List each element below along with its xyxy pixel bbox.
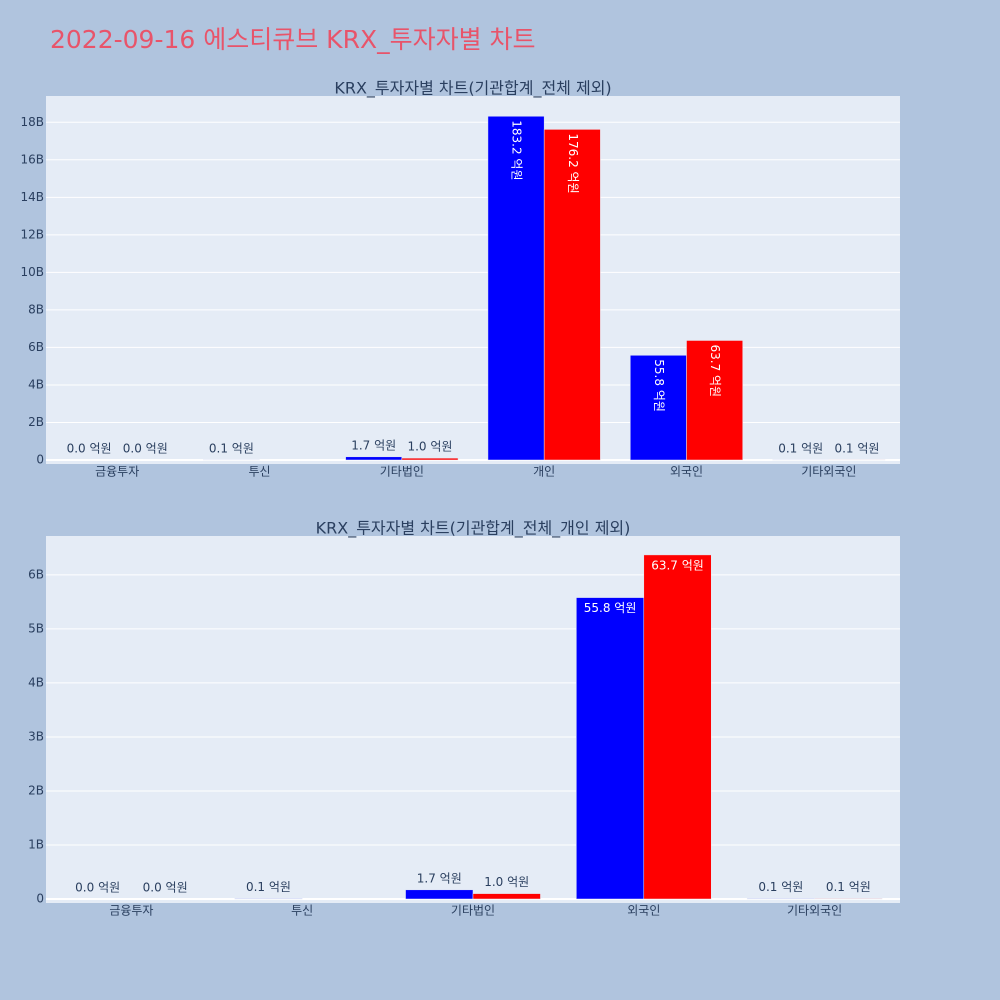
bar <box>643 554 712 900</box>
y-tick-label: 16B <box>20 152 44 166</box>
x-tick-label: 기타외국인 <box>787 904 842 918</box>
y-tick-label: 14B <box>20 190 44 204</box>
bar <box>234 898 303 900</box>
y-tick-label: 2B <box>28 783 44 797</box>
x-tick-label: 개인 <box>533 465 555 479</box>
page-title: 2022-09-16 에스티큐브 KRX_투자자별 차트 <box>50 25 536 54</box>
y-tick-label: 8B <box>28 302 44 316</box>
x-tick-label: 기타외국인 <box>801 465 856 479</box>
value-label: 55.8 억원 <box>584 601 637 615</box>
value-label: 0.0 억원 <box>123 442 168 456</box>
value-label: 1.7 억원 <box>351 438 396 452</box>
value-label: 183.2 억원 <box>510 120 524 180</box>
value-label: 0.0 억원 <box>75 881 120 895</box>
value-label: 0.1 억원 <box>758 880 803 894</box>
y-tick-label: 6B <box>28 567 44 581</box>
value-label: 0.0 억원 <box>67 442 112 456</box>
x-tick-label: 금융투자 <box>109 904 153 918</box>
y-tick-label: 0 <box>36 892 44 906</box>
y-tick-label: 18B <box>20 115 44 129</box>
value-label: 1.7 억원 <box>417 871 462 885</box>
bar <box>472 893 541 900</box>
value-label: 0.1 억원 <box>209 441 254 455</box>
x-tick-label: 외국인 <box>670 465 703 479</box>
value-label: 176.2 억원 <box>566 133 580 193</box>
x-tick-label: 외국인 <box>627 904 660 918</box>
value-label: 63.7 억원 <box>708 344 722 397</box>
x-tick-label: 기타법인 <box>380 465 424 479</box>
value-label: 55.8 억원 <box>652 359 666 412</box>
y-tick-label: 10B <box>20 265 44 279</box>
y-tick-label: 3B <box>28 729 44 743</box>
y-tick-label: 4B <box>28 675 44 689</box>
value-label: 0.1 억원 <box>826 880 871 894</box>
value-label: 0.1 억원 <box>778 441 823 455</box>
bar <box>487 116 545 461</box>
bar <box>746 898 815 900</box>
x-tick-label: 투신 <box>248 465 270 479</box>
y-tick-label: 0 <box>36 453 44 467</box>
bar <box>543 129 601 461</box>
plot-area <box>46 96 900 464</box>
bar <box>814 898 883 900</box>
bar <box>576 597 645 900</box>
value-label: 0.1 억원 <box>834 441 879 455</box>
chart-title: KRX_투자자별 차트(기관합계_전체_개인 제외) <box>316 519 631 539</box>
value-label: 63.7 억원 <box>651 558 704 572</box>
y-tick-label: 5B <box>28 621 44 635</box>
x-tick-label: 투신 <box>291 904 313 918</box>
x-tick-label: 기타법인 <box>451 904 495 918</box>
value-label: 0.0 억원 <box>143 881 188 895</box>
y-tick-label: 12B <box>20 227 44 241</box>
bar <box>401 457 459 461</box>
chart-title: KRX_투자자별 차트(기관합계_전체 제외) <box>334 79 611 99</box>
x-tick-label: 금융투자 <box>95 465 139 479</box>
y-tick-label: 6B <box>28 340 44 354</box>
value-label: 0.1 억원 <box>246 880 291 894</box>
y-tick-label: 1B <box>28 837 44 851</box>
y-tick-label: 2B <box>28 415 44 429</box>
bar <box>686 340 743 461</box>
bar <box>405 889 474 900</box>
value-label: 1.0 억원 <box>484 875 529 889</box>
plot-area <box>46 536 900 903</box>
value-label: 1.0 억원 <box>407 440 452 454</box>
y-tick-label: 4B <box>28 377 44 391</box>
bar <box>630 355 687 461</box>
bar <box>345 456 403 461</box>
